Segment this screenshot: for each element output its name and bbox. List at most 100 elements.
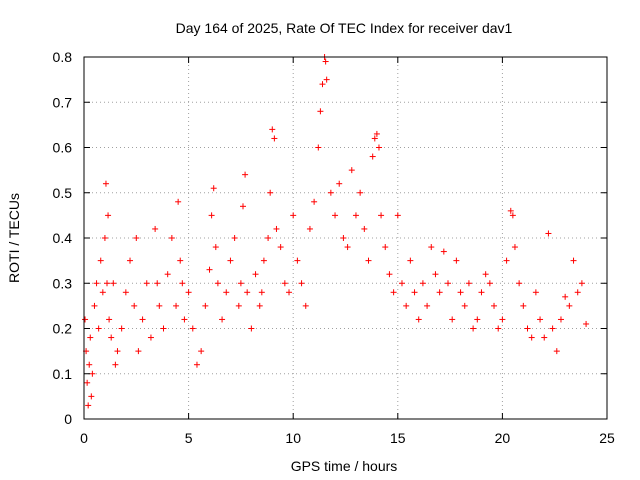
data-point xyxy=(398,280,405,287)
data-point xyxy=(352,212,359,219)
data-point xyxy=(269,126,276,133)
data-point xyxy=(290,212,297,219)
data-point xyxy=(152,225,159,232)
y-axis-label: ROTI / TECUs xyxy=(6,193,22,283)
data-point xyxy=(562,293,569,300)
data-point xyxy=(87,334,94,341)
data-point xyxy=(311,198,318,205)
data-point xyxy=(273,225,280,232)
data-point xyxy=(88,393,95,400)
data-point xyxy=(214,280,221,287)
data-point xyxy=(219,316,226,323)
x-tick-label: 5 xyxy=(185,430,193,446)
data-point xyxy=(242,171,249,178)
data-point xyxy=(566,302,573,309)
data-point xyxy=(84,379,91,386)
data-point xyxy=(365,257,372,264)
data-point xyxy=(553,348,560,355)
data-point xyxy=(465,280,472,287)
data-point xyxy=(298,280,305,287)
data-point xyxy=(206,266,213,273)
y-tick-label: 0 xyxy=(64,411,72,427)
data-point xyxy=(156,302,163,309)
data-point xyxy=(322,58,329,65)
data-point xyxy=(286,289,293,296)
data-point xyxy=(499,316,506,323)
y-tick-label: 0.3 xyxy=(53,275,73,291)
data-point xyxy=(258,289,265,296)
data-point xyxy=(457,289,464,296)
data-point xyxy=(407,257,414,264)
data-point xyxy=(537,316,544,323)
data-point xyxy=(131,302,138,309)
data-point xyxy=(235,302,242,309)
data-point xyxy=(82,316,89,323)
data-point xyxy=(507,207,514,214)
data-point xyxy=(193,361,200,368)
data-point xyxy=(424,302,431,309)
data-point xyxy=(104,280,111,287)
data-point xyxy=(271,135,278,142)
data-point xyxy=(319,81,326,88)
data-point xyxy=(470,325,477,332)
data-point xyxy=(208,212,215,219)
data-point xyxy=(482,271,489,278)
x-axis-ticks: 0 5 10 15 20 25 xyxy=(80,57,615,446)
data-point xyxy=(212,244,219,251)
data-point xyxy=(323,76,330,83)
data-point xyxy=(532,289,539,296)
data-point xyxy=(524,325,531,332)
data-point xyxy=(491,302,498,309)
data-point xyxy=(267,189,274,196)
data-point xyxy=(361,225,368,232)
data-point xyxy=(86,361,93,368)
data-point xyxy=(185,289,192,296)
data-point xyxy=(578,280,585,287)
y-tick-label: 0.2 xyxy=(53,321,73,337)
data-point xyxy=(95,325,102,332)
data-point xyxy=(101,235,108,241)
data-point xyxy=(411,289,418,296)
data-point xyxy=(147,334,154,341)
data-point xyxy=(357,189,364,196)
data-point xyxy=(574,289,581,296)
data-point xyxy=(93,280,100,287)
data-point xyxy=(583,320,590,327)
data-point xyxy=(110,280,117,287)
data-point xyxy=(244,289,251,296)
data-point xyxy=(495,325,502,332)
data-point xyxy=(336,180,343,187)
data-point xyxy=(541,334,548,341)
data-point xyxy=(428,244,435,251)
data-point xyxy=(340,235,347,241)
data-point xyxy=(327,189,334,196)
data-point xyxy=(486,280,493,287)
data-point xyxy=(348,167,355,174)
data-point xyxy=(237,280,244,287)
data-point xyxy=(173,302,180,309)
data-point xyxy=(133,235,140,241)
y-tick-label: 0.5 xyxy=(53,185,73,201)
y-tick-label: 0.7 xyxy=(53,94,73,110)
data-point xyxy=(403,302,410,309)
data-point xyxy=(106,316,113,323)
data-point xyxy=(382,244,389,251)
data-point xyxy=(371,135,378,142)
data-point xyxy=(474,316,481,323)
data-point xyxy=(461,302,468,309)
data-point xyxy=(260,257,267,264)
data-point xyxy=(164,271,171,278)
data-point xyxy=(239,203,246,210)
data-point xyxy=(139,316,146,323)
data-point xyxy=(108,334,115,341)
data-point xyxy=(369,153,376,160)
data-point xyxy=(198,348,205,355)
y-tick-label: 0.4 xyxy=(53,230,73,246)
data-point xyxy=(419,280,426,287)
data-point xyxy=(231,235,238,241)
data-point xyxy=(386,271,393,278)
data-point xyxy=(154,280,161,287)
data-point xyxy=(91,302,98,309)
data-point xyxy=(317,108,324,115)
data-point xyxy=(102,180,109,187)
